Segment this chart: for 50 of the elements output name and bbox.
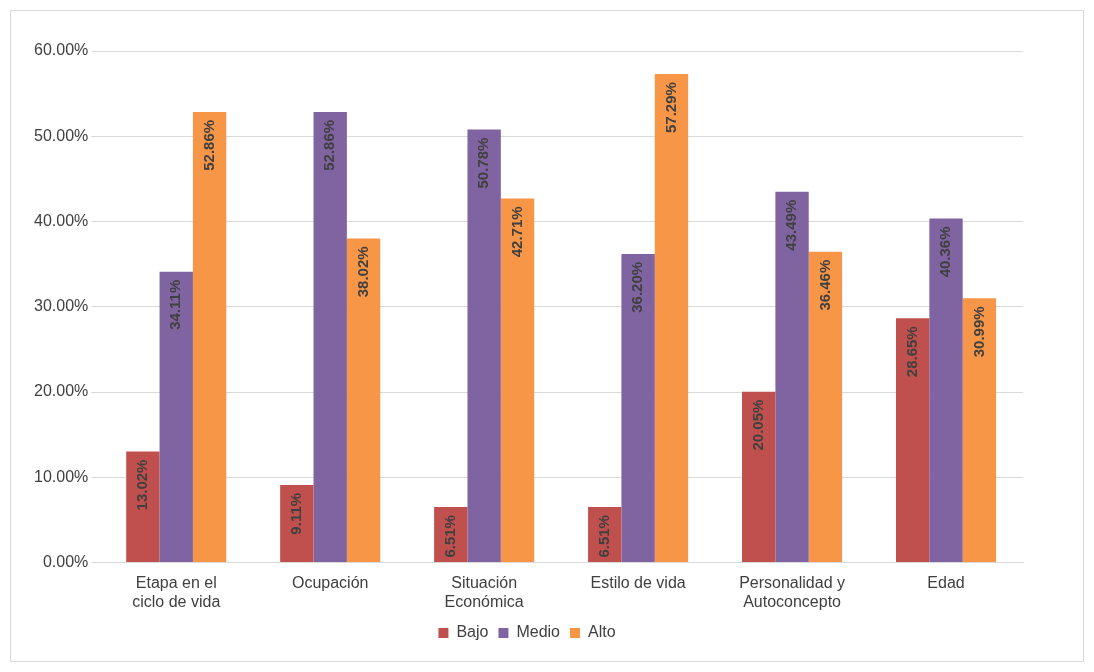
bar xyxy=(654,74,689,563)
y-tick-label: 50.00% xyxy=(34,126,89,144)
bar xyxy=(775,191,809,563)
y-tick-label: 60.00% xyxy=(34,41,89,59)
data-label: 43.49% xyxy=(782,199,800,251)
bar xyxy=(313,111,347,563)
y-tick-label: 20.00% xyxy=(34,382,89,400)
data-label: 42.71% xyxy=(507,206,525,258)
data-label: 20.05% xyxy=(748,399,766,451)
y-tick-label: 0.00% xyxy=(42,553,89,571)
data-label: 52.86% xyxy=(320,119,338,171)
legend-label: Medio xyxy=(516,623,561,641)
data-label: 6.51% xyxy=(594,515,612,558)
bar xyxy=(808,251,843,563)
data-label: 38.02% xyxy=(353,246,371,298)
legend-label: Bajo xyxy=(456,623,489,641)
bar xyxy=(192,111,227,563)
bar xyxy=(895,318,930,563)
bar xyxy=(346,238,381,563)
bar xyxy=(742,391,776,563)
data-label: 28.65% xyxy=(902,326,920,378)
data-label: 57.29% xyxy=(661,82,679,133)
data-label: 40.36% xyxy=(936,226,954,278)
data-label: 13.02% xyxy=(133,459,151,511)
x-tick-label: Estilo de vida xyxy=(590,573,686,591)
bar xyxy=(962,298,997,563)
y-tick-label: 30.00% xyxy=(34,297,89,315)
x-tick-label: Etapa en el ciclo de vida xyxy=(132,573,221,610)
bar xyxy=(621,253,655,563)
x-tick-label: Edad xyxy=(927,573,965,591)
data-label: 6.51% xyxy=(440,515,458,558)
bar xyxy=(280,484,314,563)
legend-label: Alto xyxy=(588,623,616,641)
data-label: 52.86% xyxy=(199,119,217,171)
bar xyxy=(126,451,160,563)
y-tick-label: 10.00% xyxy=(34,467,89,485)
data-label: 30.99% xyxy=(969,306,987,358)
data-label: 36.20% xyxy=(628,261,646,313)
bar xyxy=(467,129,501,563)
bar xyxy=(159,271,193,563)
data-label: 34.11% xyxy=(166,279,184,330)
data-label: 36.46% xyxy=(815,259,833,311)
x-tick-label: Personalidad y Autoconcepto xyxy=(739,573,845,610)
bar xyxy=(500,198,535,563)
y-tick-label: 40.00% xyxy=(34,211,89,229)
bar xyxy=(929,218,963,563)
data-label: 50.78% xyxy=(474,137,492,189)
data-label: 9.11% xyxy=(286,492,304,535)
x-tick-label: Situación Económica xyxy=(444,573,524,610)
x-tick-label: Ocupación xyxy=(291,573,369,591)
